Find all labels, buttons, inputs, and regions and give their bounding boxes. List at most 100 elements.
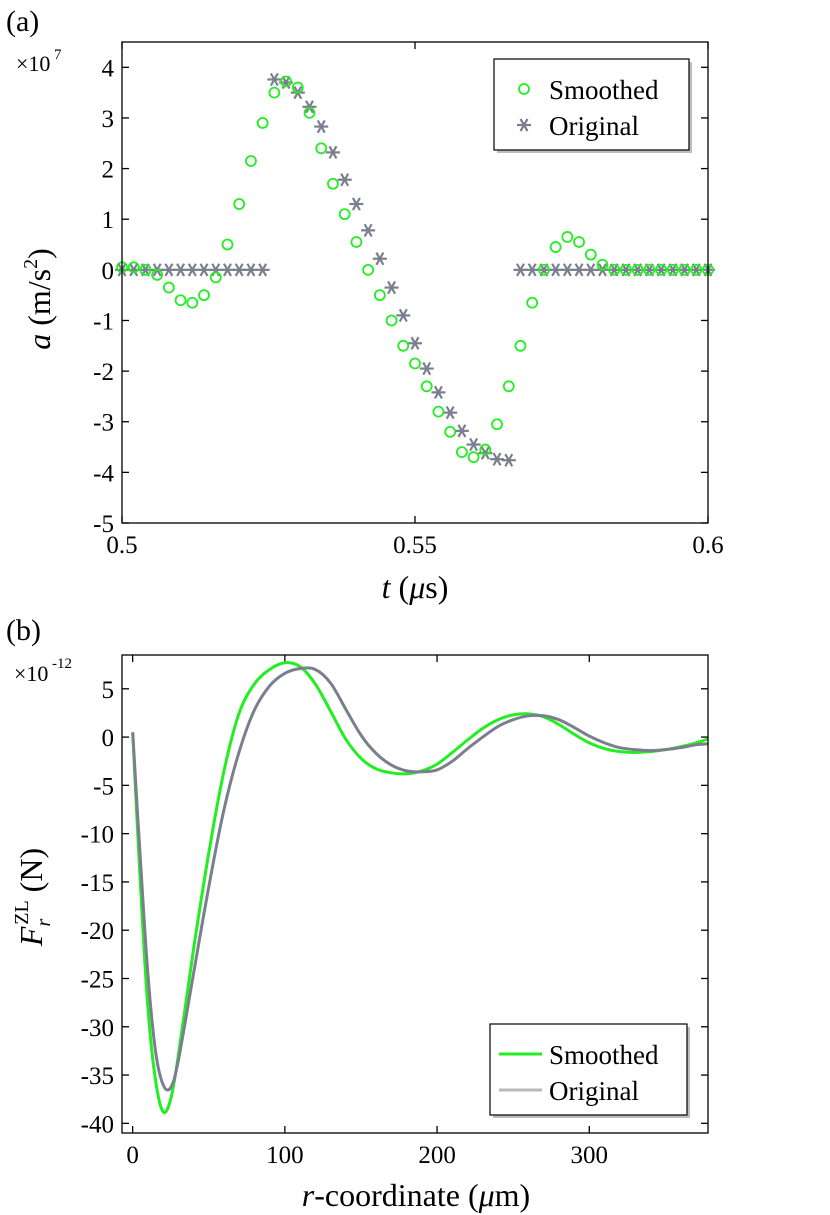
panel-a-ytick-label: 2 [102,157,115,184]
panel-a-xlabel-mu: μ [408,569,425,605]
original-point [337,173,352,187]
panel-b-ytick-label: -25 [81,966,114,993]
panel-a-exponent: ×10 7 [16,47,62,76]
original-point [501,453,516,467]
original-point [443,405,458,420]
panel-a-legend-original-label: Original [549,111,639,141]
panel-a-xtick-label: 0.5 [106,532,137,559]
panel-a-legend-original-marker [517,118,531,132]
smoothed-point [280,75,292,88]
smoothed-point [397,339,410,352]
original-point [431,385,446,400]
original-point [560,263,575,277]
original-point [173,263,188,277]
panel-a-y-tick-labels: 4 3 2 1 0 -1 -2 -3 -4 -5 [93,55,114,538]
panel-a-legend: Smoothed Original [493,58,692,153]
smoothed-point [666,263,679,276]
panel-a-ytick-label: 0 [102,258,115,285]
original-point [466,437,481,452]
original-point [185,263,200,277]
panel-a-ylabel-var: a [21,334,57,350]
smoothed-point [221,238,234,251]
smoothed-point [549,241,562,253]
original-point [361,223,376,237]
smoothed-point [502,380,515,393]
panel-b-axes-box [121,654,709,1134]
smoothed-point [151,269,164,281]
smoothed-point [584,248,597,261]
smoothed-point [432,405,445,418]
panel-b-ytick-label: -20 [81,918,114,945]
panel-b-ylabel-var: F [13,926,49,947]
original-point [243,263,258,277]
panel-a-exponent-base: ×10 [16,51,50,76]
panel-a-marks [115,72,715,467]
smoothed-point [444,425,457,438]
original-point [419,361,434,376]
panel-b-xtick-label: 300 [571,1142,609,1169]
original-point [490,452,505,466]
smoothed-point [455,446,468,459]
smoothed-point [245,155,257,167]
panel-b-marks [131,661,709,1115]
panel-b-legend: Smoothed Original [489,1023,690,1118]
original-point [548,263,563,277]
panel-a-ytick-label: 4 [102,55,115,82]
smoothed-point [643,263,656,276]
original-point [525,263,540,277]
smoothed-point [690,263,703,276]
panel-b-ytick-label: -5 [93,773,114,800]
panel-b-y-tick-labels: 5 0 -5 -10 -15 -20 -25 -30 -35 -40 [81,677,114,1139]
panel-b-exponent: ×10 -12 [14,656,72,686]
smoothed-point [198,289,210,302]
original-point [314,119,329,134]
panel-b-xtick-label: 100 [266,1142,304,1169]
original-point [384,280,399,295]
panel-a-legend-smoothed-label: Smoothed [549,75,659,105]
panel-b: (b) ×10 -12 5 0 -5 -10 -15 -20 -25 -30 -35 -40 0 1… [6,614,709,1213]
panel-b-label: (b) [6,614,41,647]
panel-a-ylabel-unit-open: (m/s [21,269,57,334]
original-point [208,263,223,277]
smoothed-point [655,263,668,276]
smoothed-point [268,86,281,99]
smoothed-point [373,289,386,302]
panel-b-ytick-label: -10 [81,822,114,849]
panel-a-ytick-label: -1 [93,308,114,335]
panel-a-xlabel-var: t [382,569,392,605]
original-point [372,252,387,266]
panel-a-x-axis-label: t (μs) [382,569,449,605]
panel-b-xlabel-rest: -coordinate ( [314,1177,478,1213]
panel-b-ytick-label: 5 [102,677,115,704]
original-point [220,263,235,277]
original-point [302,100,317,114]
original-point [161,263,176,277]
smoothed-point [127,261,140,274]
smoothed-point [350,236,363,248]
panel-a-legend-smoothed-marker [518,83,530,95]
smoothed-point [186,296,199,309]
panel-b-ytick-label: 0 [102,725,115,752]
original-point [255,263,270,277]
smoothed-point [385,314,398,327]
smoothed-point [291,81,304,94]
panel-a-axes-box [121,41,709,524]
smoothed-point [596,258,609,271]
panel-b-legend-smoothed-label: Smoothed [549,1040,659,1070]
panel-a-xtick-label: 0.6 [692,532,723,559]
smoothed-point [479,443,492,456]
smoothed-point [303,106,316,119]
panel-a-y-axis-label: a (m/s2) [20,248,57,350]
panel-a-ytick-label: 1 [102,207,115,234]
original-point [408,336,422,350]
smoothed-point [678,263,691,276]
panel-b-xtick-label: 200 [418,1142,456,1169]
smoothed-point [620,263,632,276]
panel-b-ticks [122,655,708,1133]
panel-b-exponent-base: ×10 [14,661,48,686]
panel-a-ylabel-unit-close: ) [21,248,57,259]
panel-b-legend-box [489,1023,688,1116]
smoothed-point [174,294,187,307]
